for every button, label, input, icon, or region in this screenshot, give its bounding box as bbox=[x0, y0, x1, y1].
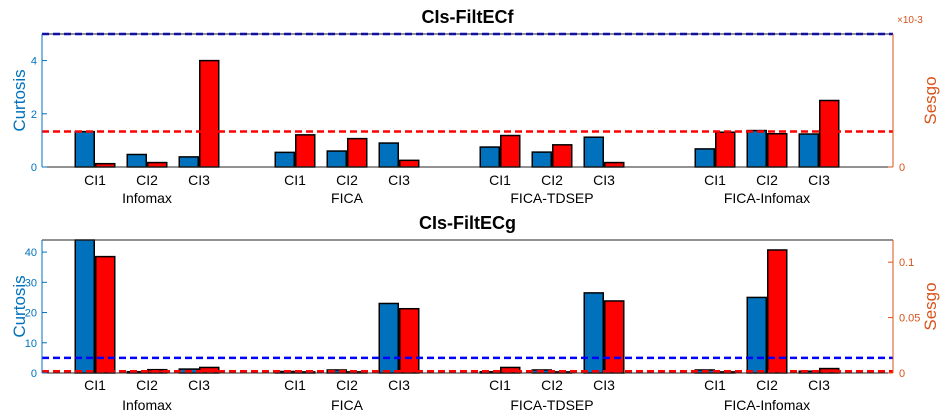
category-tick-label: CI2 bbox=[336, 377, 358, 393]
category-tick-label: CI3 bbox=[593, 172, 615, 188]
group-label: Infomax bbox=[122, 190, 172, 206]
curtosis-bar-FICA-TDSEP-CI1 bbox=[479, 146, 500, 168]
category-tick-label: CI3 bbox=[808, 172, 830, 188]
curtosis-bar-FICA-Infomax-CI1 bbox=[694, 148, 715, 168]
category-tick-label: CI1 bbox=[284, 172, 306, 188]
category-tick-label: CI1 bbox=[489, 172, 511, 188]
right-y-axis-label: Sesgo bbox=[921, 76, 940, 124]
sesgo-bar-FICA-Infomax-CI2 bbox=[767, 249, 788, 374]
curtosis-bar-Infomax-CI2 bbox=[126, 153, 147, 168]
category-tick-label: CI1 bbox=[704, 172, 726, 188]
category-tick-label: CI1 bbox=[84, 377, 106, 393]
left-y-tick-label: 40 bbox=[25, 247, 37, 259]
curtosis-bar-FICA-CI1 bbox=[274, 151, 295, 168]
category-tick-label: CI3 bbox=[593, 377, 615, 393]
right-y-tick-label: 0.1 bbox=[899, 257, 914, 269]
category-tick-label: CI3 bbox=[388, 172, 410, 188]
sesgo-bar-FICA-CI3 bbox=[399, 307, 420, 374]
curtosis-bar-Infomax-CI1 bbox=[74, 130, 95, 168]
category-tick-label: CI2 bbox=[541, 377, 563, 393]
curtosis-bar-FICA-TDSEP-CI3 bbox=[583, 292, 604, 374]
category-tick-label: CI1 bbox=[489, 377, 511, 393]
left-y-tick-label: 20 bbox=[25, 308, 37, 320]
category-tick-label: CI1 bbox=[704, 377, 726, 393]
sesgo-bar-FICA-TDSEP-CI2 bbox=[552, 144, 573, 168]
category-tick-label: CI3 bbox=[388, 377, 410, 393]
left-y-tick-label: 0 bbox=[31, 162, 37, 174]
curtosis-bar-FICA-CI3 bbox=[378, 302, 399, 374]
chart-title: CIs-FiltECf bbox=[422, 7, 515, 27]
sesgo-bar-FICA-Infomax-CI2 bbox=[767, 133, 788, 168]
group-label: FICA-Infomax bbox=[724, 397, 810, 413]
right-y-axis-label: Sesgo bbox=[921, 282, 940, 330]
left-y-tick-label: 2 bbox=[31, 109, 37, 121]
group-label: Infomax bbox=[122, 397, 172, 413]
group-label: FICA-TDSEP bbox=[510, 397, 593, 413]
category-tick-label: CI3 bbox=[188, 172, 210, 188]
category-tick-label: CI2 bbox=[756, 172, 778, 188]
curtosis-bar-FICA-Infomax-CI3 bbox=[798, 133, 819, 168]
category-tick-label: CI1 bbox=[84, 172, 106, 188]
sesgo-bar-Infomax-CI1 bbox=[95, 255, 116, 374]
curtosis-bar-FICA-TDSEP-CI2 bbox=[531, 151, 552, 168]
sesgo-bar-Infomax-CI2 bbox=[147, 161, 168, 168]
category-tick-label: CI3 bbox=[188, 377, 210, 393]
category-tick-label: CI1 bbox=[284, 377, 306, 393]
left-y-tick-label: 0 bbox=[31, 368, 37, 380]
left-y-tick-label: 10 bbox=[25, 338, 37, 350]
curtosis-bar-FICA-CI2 bbox=[326, 150, 347, 168]
category-tick-label: CI3 bbox=[808, 377, 830, 393]
left-y-axis-label: Curtosis bbox=[10, 69, 29, 131]
curtosis-bar-Infomax-CI3 bbox=[178, 156, 199, 168]
sesgo-bar-FICA-CI2 bbox=[347, 137, 368, 168]
curtosis-bar-FICA-Infomax-CI2 bbox=[746, 296, 767, 374]
sesgo-bar-FICA-Infomax-CI1 bbox=[715, 131, 736, 168]
right-y-tick-label: 0.05 bbox=[899, 313, 920, 325]
left-y-tick-label: 4 bbox=[31, 56, 37, 68]
group-label: FICA bbox=[331, 397, 364, 413]
sesgo-bar-FICA-TDSEP-CI1 bbox=[500, 134, 521, 168]
category-tick-label: CI2 bbox=[336, 172, 358, 188]
sesgo-bar-Infomax-CI3 bbox=[199, 59, 220, 168]
category-tick-label: CI2 bbox=[541, 172, 563, 188]
curtosis-bar-FICA-CI3 bbox=[378, 142, 399, 168]
curtosis-bar-FICA-Infomax-CI2 bbox=[746, 129, 767, 168]
sesgo-bar-FICA-TDSEP-CI3 bbox=[604, 300, 625, 374]
left-y-axis-label: Curtosis bbox=[10, 275, 29, 337]
group-label: FICA-Infomax bbox=[724, 190, 810, 206]
left-y-tick-label: 30 bbox=[25, 277, 37, 289]
group-label: FICA-TDSEP bbox=[510, 190, 593, 206]
curtosis-bar-Infomax-CI1 bbox=[74, 239, 95, 374]
sesgo-bar-FICA-CI3 bbox=[399, 159, 420, 168]
group-label: FICA bbox=[331, 190, 364, 206]
right-axis-exponent: ×10-3 bbox=[897, 15, 923, 26]
category-tick-label: CI2 bbox=[136, 377, 158, 393]
sesgo-bar-FICA-TDSEP-CI3 bbox=[604, 161, 625, 168]
sesgo-bar-FICA-Infomax-CI3 bbox=[819, 99, 840, 168]
right-y-tick-label: 0 bbox=[899, 368, 905, 380]
category-tick-label: CI2 bbox=[136, 172, 158, 188]
curtosis-bar-FICA-TDSEP-CI3 bbox=[583, 136, 604, 168]
right-y-tick-label: 0 bbox=[899, 162, 905, 174]
sesgo-bar-FICA-CI1 bbox=[295, 134, 316, 168]
chart-title: CIs-FiltECg bbox=[419, 213, 516, 233]
category-tick-label: CI2 bbox=[756, 377, 778, 393]
